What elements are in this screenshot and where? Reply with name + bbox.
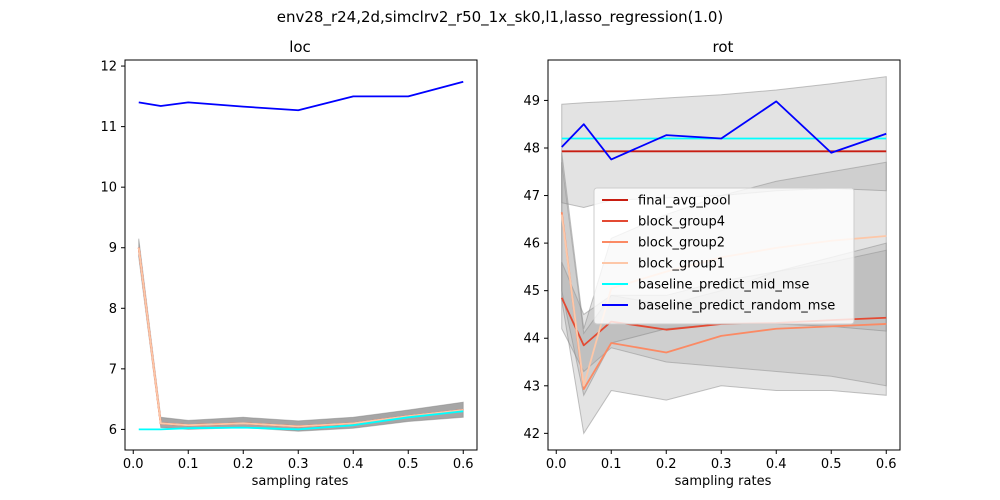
rot-xtick-label: 0.1 (601, 457, 622, 472)
loc-line-block-group4 (137, 247, 464, 428)
loc-line-final-avg-pool (137, 247, 464, 428)
rot-title: rot (713, 38, 734, 56)
legend: final_avg_pool block_group4 block_group2bl… (593, 187, 855, 325)
rot-xtick-label: 0.3 (711, 457, 732, 472)
rot-ytick-label: 45 (523, 284, 540, 299)
loc-title: loc (289, 38, 311, 56)
rot-xtick-label: 0.0 (546, 457, 567, 472)
rot-xtick-label: 0.4 (766, 457, 787, 472)
loc-line-block-group2 (137, 247, 464, 428)
legend-label-block-group1: block_group1 (638, 257, 725, 272)
loc-xtick-label: 0.0 (123, 457, 144, 472)
rot-xtick-label: 0.6 (876, 457, 897, 472)
rot-ytick-label: 43 (523, 379, 540, 394)
loc-xtick-label: 0.3 (288, 457, 309, 472)
rot-ytick-label: 48 (523, 141, 540, 156)
loc-line-baseline-predict-mid-mse (138, 410, 464, 431)
loc-ytick-label: 9 (109, 241, 117, 256)
loc-xtick-label: 0.5 (398, 457, 419, 472)
panel-loc: loc sampling rates 0.0 0.1 0.2 0.3 0.4 0.5 0.6… (100, 38, 478, 489)
loc-ytick-label: 12 (100, 60, 117, 75)
rot-axes-frame (547, 59, 901, 451)
loc-line-baseline-predict-random-mse (138, 80, 464, 112)
loc-xtick-label: 0.2 (233, 457, 254, 472)
figure-suptitle: env28_r24,2d,simclrv2_r50_1x_sk0,l1,lass… (277, 8, 723, 27)
legend-label-baseline-predict-random-mse: baseline_predict_random_mse (638, 299, 835, 314)
legend-label-final-avg-pool: final_avg_pool (638, 194, 731, 209)
legend-label-baseline-predict-mid-mse: baseline_predict_mid_mse (638, 278, 809, 293)
rot-ytick-label: 44 (523, 332, 540, 347)
loc-ytick-label: 8 (109, 302, 117, 317)
loc-xtick-label: 0.1 (178, 457, 199, 472)
legend-box (593, 187, 855, 325)
loc-axes-frame (124, 59, 478, 451)
loc-ytick-label: 7 (109, 362, 117, 377)
rot-ytick-label: 49 (523, 94, 540, 109)
rot-ytick-label: 42 (523, 427, 540, 442)
panel-rot: rot sampling rates 0.0 0.1 0.2 0.3 0.4 0.5 0.6… (523, 38, 901, 489)
legend-label-block-group2: block_group2 (638, 236, 725, 251)
rot-xtick-label: 0.2 (656, 457, 677, 472)
rot-xtick-label: 0.5 (821, 457, 842, 472)
loc-band-final-avg-pool (138, 238, 464, 432)
loc-ytick-label: 10 (100, 181, 117, 196)
loc-ytick-label: 6 (109, 423, 117, 438)
rot-xlabel: sampling rates (675, 474, 772, 489)
rot-ytick-label: 46 (523, 237, 540, 252)
loc-xtick-label: 0.4 (343, 457, 364, 472)
rot-line-block-group2 (560, 212, 887, 391)
loc-line-block-group1 (137, 247, 464, 428)
legend-label-block-group4: block_group4 (638, 215, 725, 230)
loc-xtick-label: 0.6 (453, 457, 474, 472)
loc-ytick-label: 11 (100, 120, 117, 135)
rot-ytick-label: 47 (523, 189, 540, 204)
rot-line-baseline-predict-random-mse (561, 100, 887, 161)
loc-xlabel: sampling rates (252, 474, 349, 489)
